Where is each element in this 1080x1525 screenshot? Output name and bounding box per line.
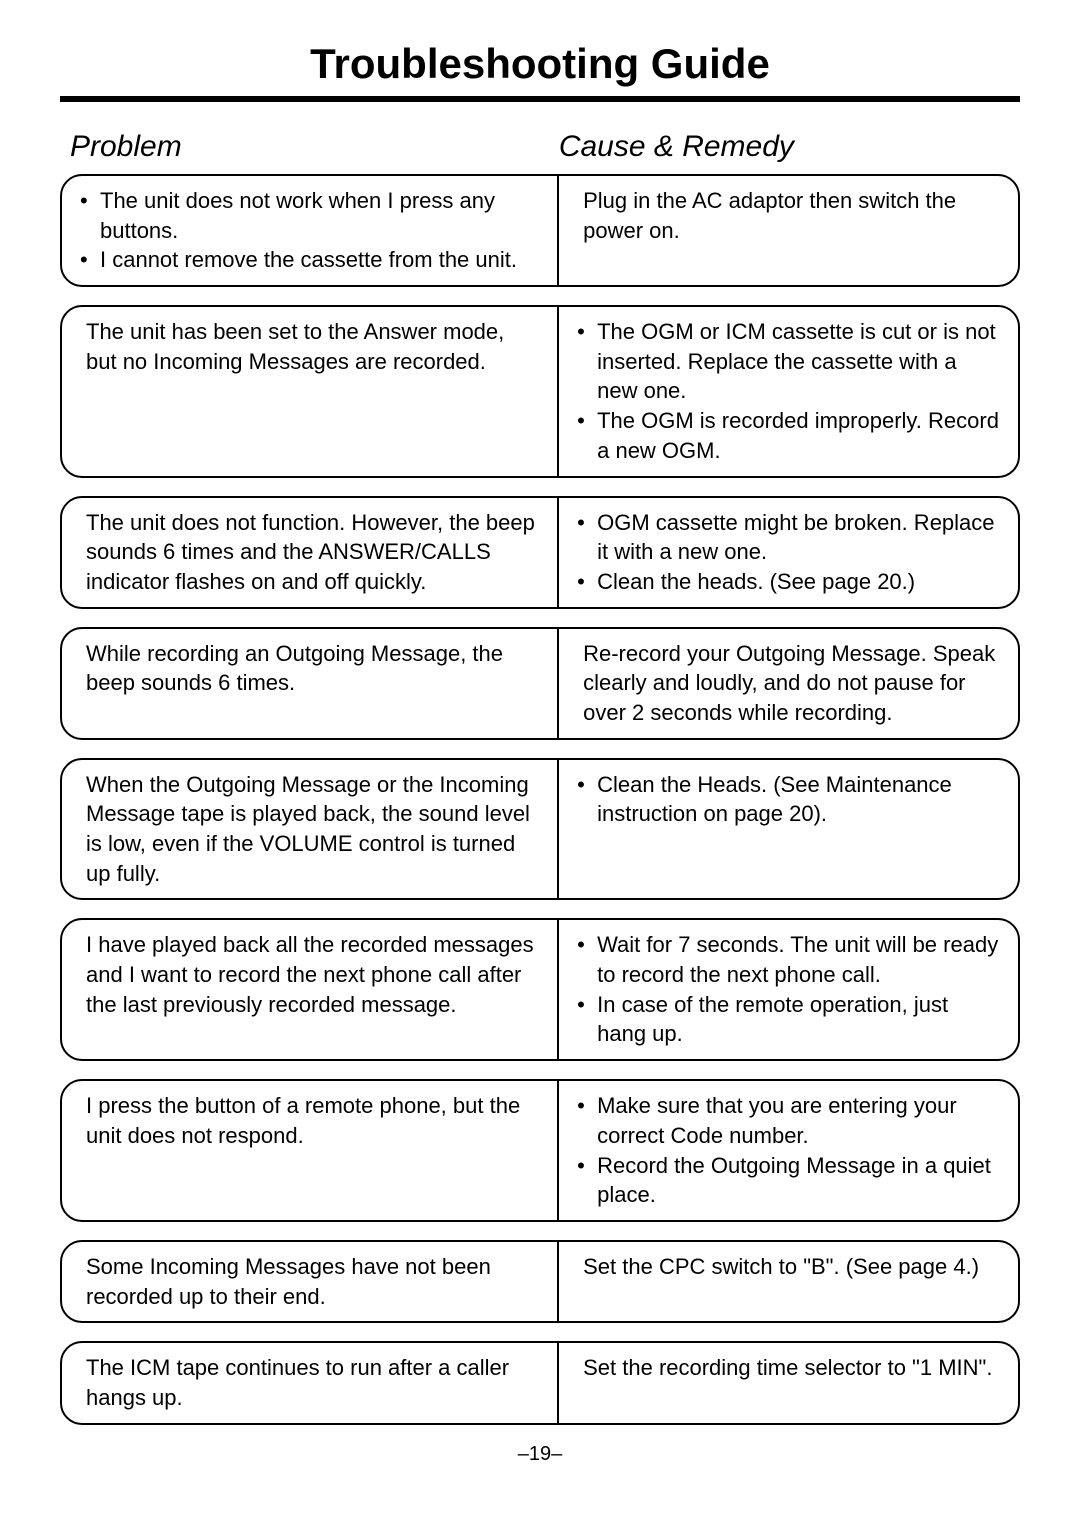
problem-text: I press the button of a remote phone, bu…	[80, 1091, 539, 1150]
remedy-bullet-item: In case of the remote operation, just ha…	[577, 990, 1000, 1049]
problem-bullet-item: The unit does not work when I press any …	[80, 186, 539, 245]
remedy-bullet-item: The OGM or ICM cassette is cut or is not…	[577, 317, 1000, 406]
remedy-bullet-list: OGM cassette might be broken. Replace it…	[577, 508, 1000, 597]
header-problem: Problem	[70, 130, 559, 164]
problem-cell: The ICM tape continues to run after a ca…	[62, 1343, 559, 1422]
header-remedy: Cause & Remedy	[559, 130, 1010, 164]
troubleshooting-row: The unit does not function. However, the…	[60, 496, 1020, 609]
remedy-cell: Set the CPC switch to "B". (See page 4.)	[559, 1242, 1018, 1321]
troubleshooting-rows: The unit does not work when I press any …	[60, 174, 1020, 1425]
troubleshooting-row: The ICM tape continues to run after a ca…	[60, 1341, 1020, 1424]
remedy-bullet-item: Make sure that you are entering your cor…	[577, 1091, 1000, 1150]
problem-cell: Some Incoming Messages have not been rec…	[62, 1242, 559, 1321]
troubleshooting-row: Some Incoming Messages have not been rec…	[60, 1240, 1020, 1323]
remedy-bullet-item: Wait for 7 seconds. The unit will be rea…	[577, 930, 1000, 989]
remedy-cell: The OGM or ICM cassette is cut or is not…	[559, 307, 1018, 475]
remedy-cell: OGM cassette might be broken. Replace it…	[559, 498, 1018, 607]
remedy-bullet-item: The OGM is recorded improperly. Record a…	[577, 406, 1000, 465]
problem-cell: When the Outgoing Message or the Incomin…	[62, 760, 559, 899]
remedy-bullet-list: The OGM or ICM cassette is cut or is not…	[577, 317, 1000, 465]
troubleshooting-row: The unit has been set to the Answer mode…	[60, 305, 1020, 477]
problem-text: The unit has been set to the Answer mode…	[80, 317, 539, 376]
remedy-text: Set the recording time selector to "1 MI…	[577, 1353, 1000, 1383]
column-headers: Problem Cause & Remedy	[70, 130, 1010, 164]
remedy-text: Re-record your Outgoing Message. Speak c…	[577, 639, 1000, 728]
remedy-bullet-item: OGM cassette might be broken. Replace it…	[577, 508, 1000, 567]
problem-text: When the Outgoing Message or the Incomin…	[80, 770, 539, 889]
troubleshooting-row: When the Outgoing Message or the Incomin…	[60, 758, 1020, 901]
remedy-bullet-list: Make sure that you are entering your cor…	[577, 1091, 1000, 1210]
title-rule	[60, 96, 1020, 102]
troubleshooting-row: The unit does not work when I press any …	[60, 174, 1020, 287]
problem-bullet-item: I cannot remove the cassette from the un…	[80, 245, 539, 275]
remedy-text: Set the CPC switch to "B". (See page 4.)	[577, 1252, 1000, 1282]
problem-cell: I press the button of a remote phone, bu…	[62, 1081, 559, 1220]
remedy-cell: Set the recording time selector to "1 MI…	[559, 1343, 1018, 1422]
problem-text: The ICM tape continues to run after a ca…	[80, 1353, 539, 1412]
problem-text: The unit does not function. However, the…	[80, 508, 539, 597]
problem-cell: The unit does not work when I press any …	[62, 176, 559, 285]
problem-text: I have played back all the recorded mess…	[80, 930, 539, 1019]
troubleshooting-row: I have played back all the recorded mess…	[60, 918, 1020, 1061]
remedy-bullet-item: Clean the Heads. (See Maintenance instru…	[577, 770, 1000, 829]
problem-text: Some Incoming Messages have not been rec…	[80, 1252, 539, 1311]
problem-bullet-list: The unit does not work when I press any …	[80, 186, 539, 275]
problem-cell: I have played back all the recorded mess…	[62, 920, 559, 1059]
troubleshooting-row: While recording an Outgoing Message, the…	[60, 627, 1020, 740]
problem-cell: The unit does not function. However, the…	[62, 498, 559, 607]
remedy-cell: Wait for 7 seconds. The unit will be rea…	[559, 920, 1018, 1059]
remedy-bullet-list: Wait for 7 seconds. The unit will be rea…	[577, 930, 1000, 1049]
problem-cell: While recording an Outgoing Message, the…	[62, 629, 559, 738]
remedy-cell: Clean the Heads. (See Maintenance instru…	[559, 760, 1018, 899]
remedy-bullet-list: Clean the Heads. (See Maintenance instru…	[577, 770, 1000, 829]
remedy-bullet-item: Record the Outgoing Message in a quiet p…	[577, 1151, 1000, 1210]
remedy-text: Plug in the AC adaptor then switch the p…	[577, 186, 1000, 245]
page: Troubleshooting Guide Problem Cause & Re…	[0, 0, 1080, 1525]
remedy-cell: Re-record your Outgoing Message. Speak c…	[559, 629, 1018, 738]
troubleshooting-row: I press the button of a remote phone, bu…	[60, 1079, 1020, 1222]
page-number: –19–	[60, 1443, 1020, 1466]
remedy-cell: Plug in the AC adaptor then switch the p…	[559, 176, 1018, 285]
page-title: Troubleshooting Guide	[60, 40, 1020, 96]
problem-cell: The unit has been set to the Answer mode…	[62, 307, 559, 475]
problem-text: While recording an Outgoing Message, the…	[80, 639, 539, 698]
remedy-cell: Make sure that you are entering your cor…	[559, 1081, 1018, 1220]
remedy-bullet-item: Clean the heads. (See page 20.)	[577, 567, 1000, 597]
